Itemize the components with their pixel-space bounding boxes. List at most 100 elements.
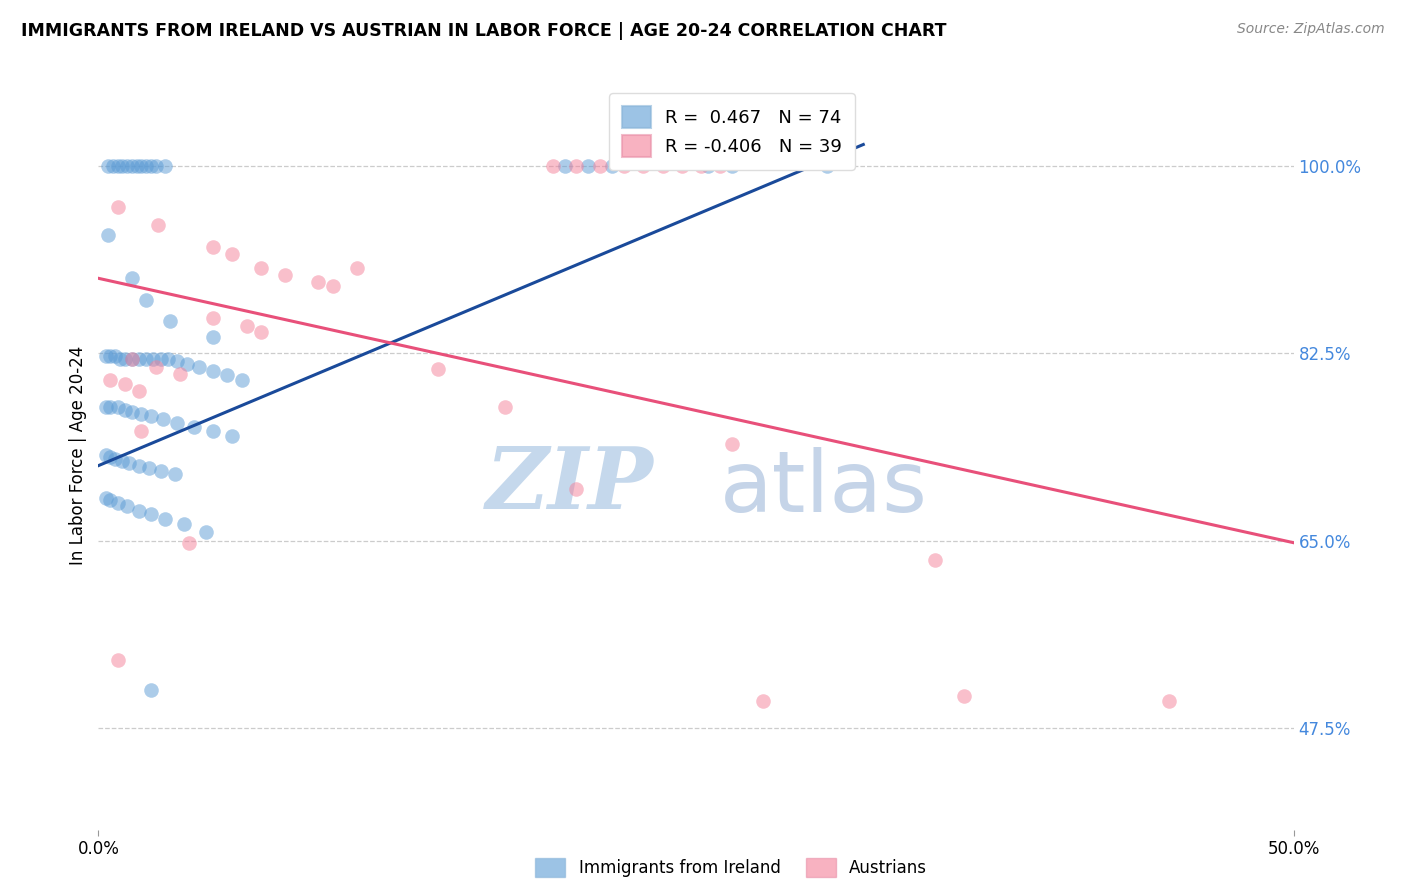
- Point: [709, 159, 731, 173]
- Point: [145, 159, 167, 173]
- Point: [121, 351, 143, 366]
- Text: ZIP: ZIP: [486, 443, 654, 526]
- Point: [173, 517, 195, 532]
- Point: [98, 450, 122, 464]
- Point: [231, 373, 253, 387]
- Point: [121, 159, 143, 173]
- Point: [98, 350, 122, 364]
- Point: [98, 400, 122, 414]
- Point: [565, 482, 588, 496]
- Point: [131, 159, 153, 173]
- Point: [139, 159, 162, 173]
- Point: [107, 496, 129, 510]
- Point: [111, 159, 134, 173]
- Point: [202, 425, 225, 439]
- Point: [115, 500, 138, 514]
- Point: [135, 159, 157, 173]
- Point: [169, 367, 191, 381]
- Point: [145, 360, 167, 375]
- Point: [274, 268, 297, 282]
- Point: [142, 351, 165, 366]
- Point: [94, 491, 117, 505]
- Point: [114, 351, 136, 366]
- Point: [97, 228, 120, 243]
- Point: [815, 159, 838, 173]
- Point: [138, 460, 160, 475]
- Point: [94, 400, 117, 414]
- Point: [114, 403, 136, 417]
- Point: [139, 507, 162, 521]
- Point: [107, 200, 129, 214]
- Point: [149, 351, 172, 366]
- Point: [578, 159, 600, 173]
- Point: [128, 503, 150, 517]
- Point: [104, 452, 127, 467]
- Point: [307, 275, 329, 289]
- Point: [924, 553, 946, 567]
- Legend: Immigrants from Ireland, Austrians: Immigrants from Ireland, Austrians: [529, 851, 934, 884]
- Point: [494, 400, 516, 414]
- Point: [721, 159, 744, 173]
- Point: [163, 467, 186, 482]
- Point: [187, 360, 209, 375]
- Point: [155, 159, 177, 173]
- Point: [250, 325, 273, 339]
- Point: [202, 310, 225, 325]
- Point: [697, 159, 720, 173]
- Point: [97, 159, 120, 173]
- Point: [121, 405, 143, 419]
- Point: [101, 159, 124, 173]
- Point: [565, 159, 588, 173]
- Point: [107, 159, 129, 173]
- Point: [149, 464, 172, 478]
- Point: [217, 368, 239, 382]
- Y-axis label: In Labor Force | Age 20-24: In Labor Force | Age 20-24: [69, 345, 87, 565]
- Point: [131, 425, 153, 439]
- Point: [202, 364, 225, 378]
- Point: [179, 535, 201, 549]
- Point: [589, 159, 612, 173]
- Point: [114, 377, 136, 392]
- Text: Source: ZipAtlas.com: Source: ZipAtlas.com: [1237, 22, 1385, 37]
- Point: [651, 159, 673, 173]
- Point: [107, 400, 129, 414]
- Point: [135, 351, 157, 366]
- Point: [115, 159, 138, 173]
- Point: [426, 362, 449, 376]
- Point: [128, 384, 150, 398]
- Point: [1159, 694, 1181, 708]
- Point: [166, 353, 188, 368]
- Point: [221, 428, 243, 442]
- Point: [94, 350, 117, 364]
- Point: [98, 492, 122, 507]
- Point: [121, 271, 143, 285]
- Point: [155, 512, 177, 526]
- Point: [689, 159, 711, 173]
- Point: [602, 159, 624, 173]
- Point: [98, 373, 122, 387]
- Point: [541, 159, 564, 173]
- Point: [104, 350, 127, 364]
- Point: [195, 524, 218, 539]
- Legend: R =  0.467   N = 74, R = -0.406   N = 39: R = 0.467 N = 74, R = -0.406 N = 39: [609, 93, 855, 169]
- Point: [250, 260, 273, 275]
- Point: [613, 159, 636, 173]
- Point: [148, 218, 170, 232]
- Point: [166, 416, 188, 430]
- Point: [131, 407, 153, 421]
- Point: [118, 457, 141, 471]
- Point: [139, 409, 162, 424]
- Point: [159, 314, 181, 328]
- Point: [107, 653, 129, 667]
- Point: [94, 448, 117, 462]
- Text: atlas: atlas: [720, 447, 928, 530]
- Point: [202, 240, 225, 254]
- Point: [125, 159, 148, 173]
- Point: [322, 278, 344, 293]
- Point: [346, 260, 368, 275]
- Point: [671, 159, 693, 173]
- Point: [202, 330, 225, 344]
- Point: [235, 319, 257, 334]
- Point: [111, 454, 134, 468]
- Point: [554, 159, 576, 173]
